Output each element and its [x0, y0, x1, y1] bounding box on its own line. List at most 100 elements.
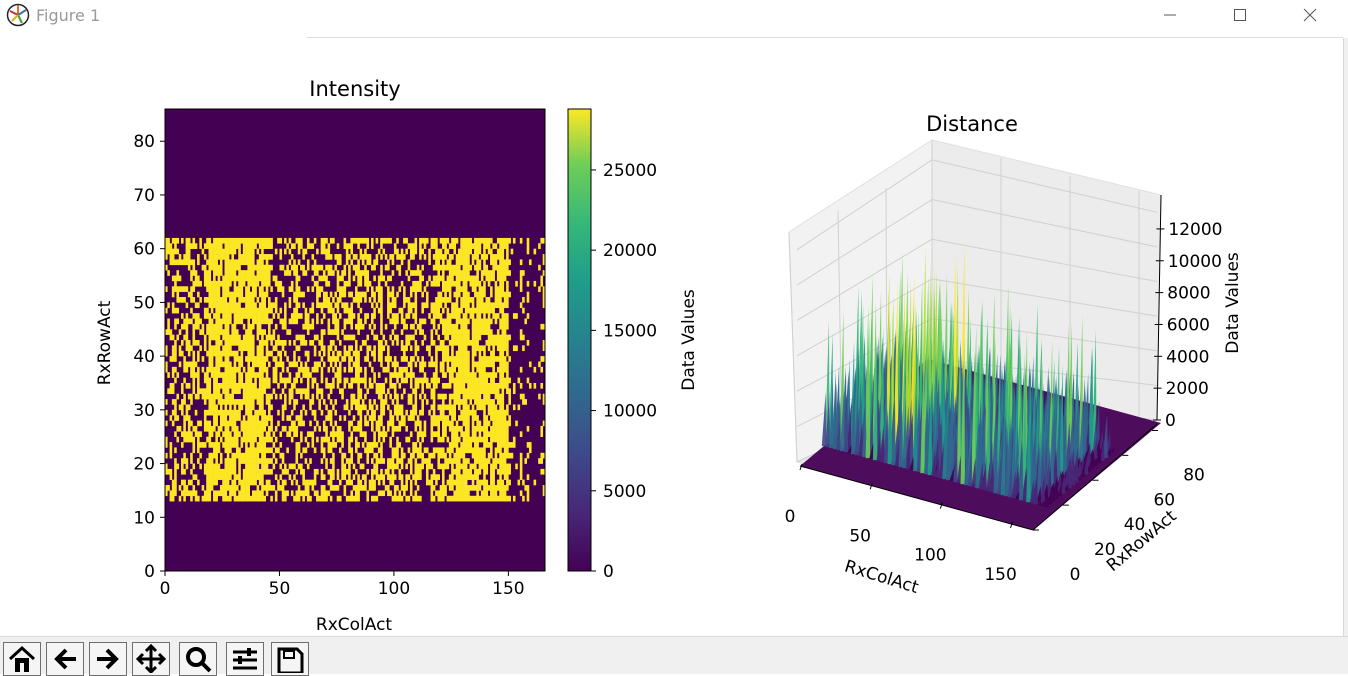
heatmap-cell	[538, 286, 541, 292]
heatmap-cell	[380, 243, 383, 249]
heatmap-cell	[236, 340, 239, 346]
heatmap-cell	[456, 319, 459, 325]
heatmap-cell	[312, 394, 315, 400]
heatmap-cell	[305, 480, 308, 486]
heatmap-cell	[174, 378, 177, 384]
heatmap-cell	[440, 415, 443, 421]
heatmap-cell	[437, 447, 440, 453]
heatmap-cell	[286, 378, 289, 384]
heatmap-cell	[362, 485, 365, 491]
heatmap-cell	[259, 254, 262, 260]
heatmap-cell	[190, 308, 193, 314]
heatmap-cell	[451, 464, 454, 470]
x-tick-label: 100	[378, 579, 410, 599]
heatmap-cell	[483, 324, 486, 330]
heatmap-cell	[504, 297, 507, 303]
heatmap-cell	[495, 464, 498, 470]
heatmap-cell	[442, 431, 445, 437]
heatmap-cell	[202, 265, 205, 271]
heatmap-cell	[215, 340, 218, 346]
heatmap-cell	[293, 340, 296, 346]
heatmap-cell	[366, 335, 369, 341]
heatmap-cell	[234, 361, 237, 367]
heatmap-cell	[467, 276, 470, 282]
heatmap-cell	[293, 361, 296, 367]
heatmap-cell	[483, 265, 486, 271]
heatmap-cell	[421, 378, 424, 384]
heatmap-cell	[355, 238, 358, 244]
heatmap-cell	[208, 302, 211, 308]
heatmap-cell	[183, 490, 186, 496]
heatmap-cell	[483, 437, 486, 443]
heatmap-cell	[458, 464, 461, 470]
heatmap-cell	[348, 496, 351, 502]
heatmap-cell	[346, 308, 349, 314]
heatmap-cell	[453, 281, 456, 287]
heatmap-cell	[415, 243, 418, 249]
minimize-button[interactable]	[1140, 0, 1200, 30]
heatmap-cell	[476, 329, 479, 335]
close-button[interactable]	[1280, 0, 1340, 30]
heatmap-cell	[431, 356, 434, 362]
heatmap-cell	[321, 238, 324, 244]
heatmap-cell	[442, 319, 445, 325]
heatmap-cell	[479, 335, 482, 341]
heatmap-cell	[398, 265, 401, 271]
heatmap-cell	[506, 351, 509, 357]
heatmap-cell	[321, 308, 324, 314]
heatmap-cell	[481, 292, 484, 298]
heatmap-cell	[202, 388, 205, 394]
heatmap-cell	[371, 238, 374, 244]
heatmap-cell	[435, 281, 438, 287]
heatmap-cell	[495, 356, 498, 362]
heatmap-cell	[366, 388, 369, 394]
heatmap-cell	[291, 388, 294, 394]
heatmap-cell	[417, 265, 420, 271]
heatmap-cell	[250, 496, 253, 502]
heatmap-cell	[314, 367, 317, 373]
heatmap-cell	[463, 474, 466, 480]
heatmap-cell	[314, 474, 317, 480]
heatmap-cell	[451, 378, 454, 384]
heatmap-cell	[442, 351, 445, 357]
heatmap-cell	[456, 464, 459, 470]
heatmap-cell	[469, 238, 472, 244]
heatmap-cell	[167, 243, 170, 249]
heatmap-cell	[215, 458, 218, 464]
heatmap-cell	[495, 453, 498, 459]
heatmap-cell	[378, 356, 381, 362]
heatmap-cell	[231, 292, 234, 298]
heatmap-cell	[247, 447, 250, 453]
heatmap-cell	[167, 319, 170, 325]
maximize-button[interactable]	[1210, 0, 1270, 30]
heatmap-cell	[355, 437, 358, 443]
heatmap-cell	[243, 281, 246, 287]
heatmap-cell	[206, 437, 209, 443]
heatmap-cell	[474, 453, 477, 459]
heatmap-cell	[328, 394, 331, 400]
heatmap-cell	[492, 308, 495, 314]
heatmap-cell	[245, 421, 248, 427]
heatmap-cell	[412, 372, 415, 378]
heatmap-cell	[460, 372, 463, 378]
heatmap-cell	[259, 421, 262, 427]
heatmap-cell	[208, 345, 211, 351]
heatmap-cell	[206, 243, 209, 249]
heatmap-cell	[302, 302, 305, 308]
heatmap-cell	[218, 442, 221, 448]
heatmap-cell	[389, 308, 392, 314]
heatmap-cell	[339, 276, 342, 282]
heatmap-cell	[492, 410, 495, 416]
heatmap-cell	[245, 270, 248, 276]
heatmap-cell	[236, 329, 239, 335]
heatmap-cell	[344, 243, 347, 249]
heatmap-cell	[218, 394, 221, 400]
heatmap-cell	[508, 442, 511, 448]
heatmap-cell	[222, 421, 225, 427]
heatmap-cell	[405, 340, 408, 346]
heatmap-cell	[192, 367, 195, 373]
heatmap-cell	[227, 485, 230, 491]
heatmap-cell	[490, 238, 493, 244]
heatmap-cell	[183, 415, 186, 421]
